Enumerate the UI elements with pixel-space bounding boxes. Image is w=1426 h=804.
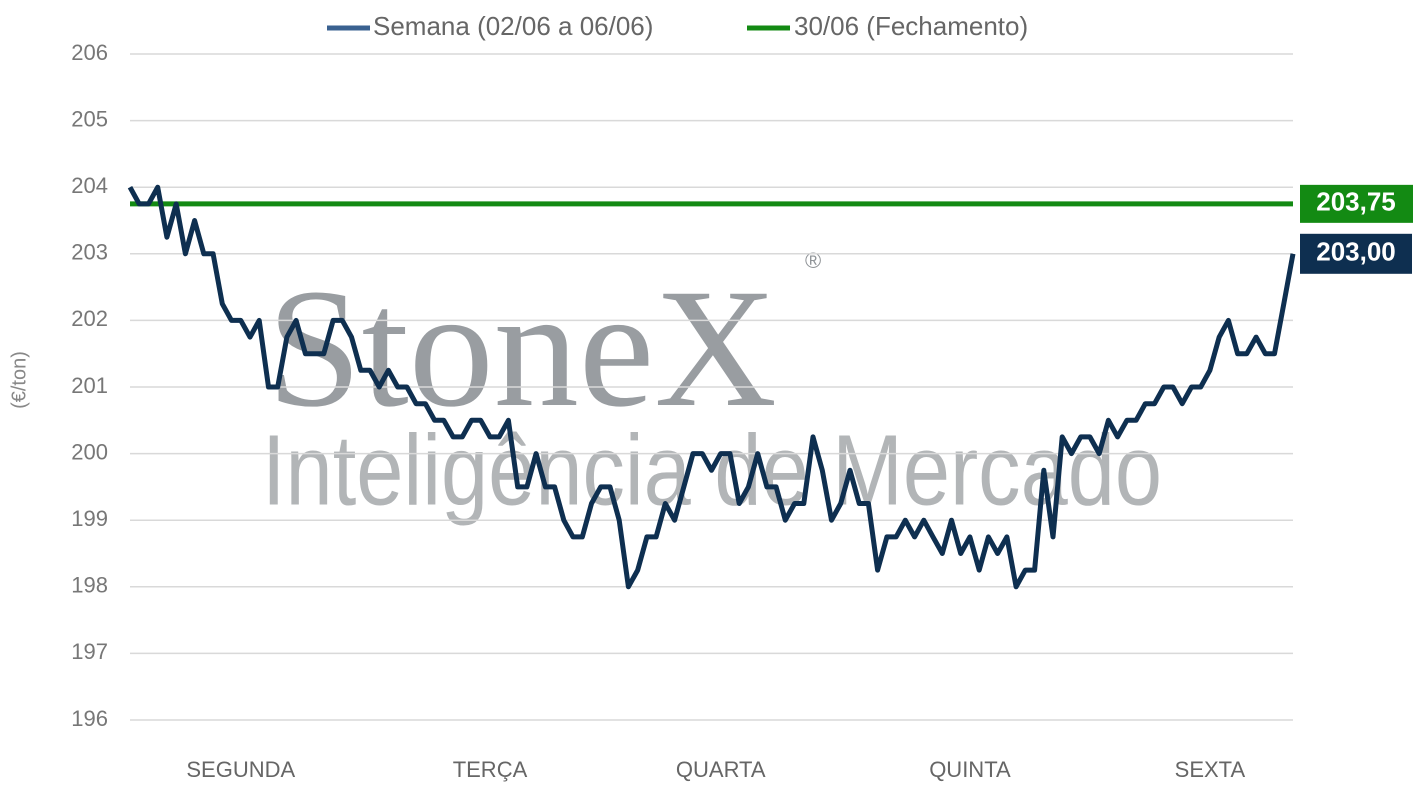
- x-tick-label: SEXTA: [1175, 757, 1246, 782]
- y-tick-label: 201: [71, 373, 108, 398]
- x-tick-label: SEGUNDA: [186, 757, 295, 782]
- y-tick-label: 197: [71, 639, 108, 664]
- x-tick-label: QUARTA: [676, 757, 766, 782]
- legend-label: Semana (02/06 a 06/06): [373, 11, 653, 41]
- y-tick-label: 203: [71, 240, 108, 265]
- y-tick-label: 199: [71, 506, 108, 531]
- y-axis-label: (€/ton): [8, 351, 30, 409]
- y-tick-label: 196: [71, 706, 108, 731]
- x-tick-label: QUINTA: [929, 757, 1011, 782]
- watermark-mark: ®: [805, 248, 821, 273]
- last-value-box: [1300, 233, 1412, 274]
- reference-label: 203,75: [1316, 187, 1396, 217]
- last-value-label: 203,00: [1316, 237, 1396, 267]
- y-tick-label: 198: [71, 573, 108, 598]
- y-tick-label: 200: [71, 439, 108, 464]
- y-tick-label: 202: [71, 306, 108, 331]
- reference-label-box: [1300, 184, 1413, 223]
- legend-label: 30/06 (Fechamento): [794, 11, 1028, 41]
- series-line: [127, 184, 1296, 590]
- y-tick-label: 205: [71, 106, 108, 131]
- y-tick-label: 206: [71, 40, 108, 65]
- y-tick-label: 204: [71, 173, 108, 198]
- x-tick-label: TERÇA: [453, 757, 528, 782]
